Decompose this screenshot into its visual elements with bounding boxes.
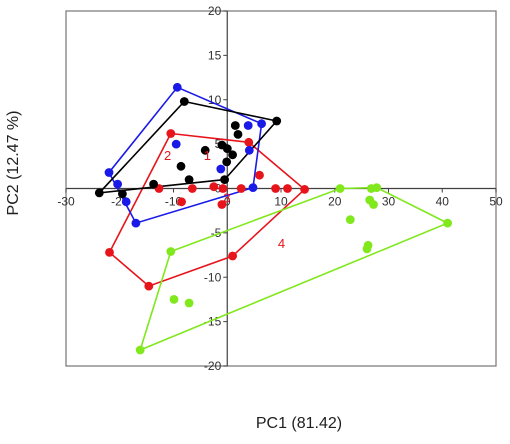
x-tick-label: 10	[274, 195, 288, 209]
group-2-point	[171, 139, 181, 149]
group-2-point	[113, 179, 122, 189]
group-1-point	[236, 184, 246, 193]
group-1-point	[177, 197, 187, 207]
group-3-point	[184, 175, 194, 185]
group-4-point	[362, 244, 372, 254]
group-2-point	[131, 218, 141, 228]
group-4-point	[169, 295, 179, 304]
group-2-point	[243, 121, 253, 130]
data-points	[94, 82, 452, 355]
group-4-point	[166, 247, 176, 256]
x-tick-label: 20	[328, 195, 342, 209]
group-1-label: 1	[204, 148, 211, 163]
group-1-point	[255, 170, 264, 180]
group-2-point	[104, 168, 114, 177]
y-axis-ticks: 20151050-5-10-15-20	[204, 4, 228, 373]
group-4-point	[366, 184, 376, 193]
y-tick-label: 20	[208, 4, 222, 18]
group-3-point	[272, 116, 282, 126]
y-tick-label: 10	[208, 93, 222, 107]
x-tick-label: 30	[382, 195, 396, 209]
group-4-point	[369, 200, 378, 209]
group-1-point	[166, 129, 176, 138]
group-3-label: 3	[223, 191, 230, 206]
y-axis-label: PC2 (12.47 %)	[5, 111, 22, 216]
group-4-hull	[138, 186, 450, 352]
group-3-point	[230, 121, 240, 130]
group-1-point	[105, 248, 114, 257]
group-2-point	[248, 183, 258, 193]
y-tick-label: -10	[204, 270, 222, 284]
group-4-point	[345, 215, 355, 225]
group-3-point	[200, 145, 210, 155]
x-tick-label: 40	[436, 195, 450, 209]
group-4-point	[335, 184, 345, 193]
group-3-point	[228, 150, 238, 160]
x-axis-label: PC1 (81.42)	[256, 415, 342, 432]
x-tick-label: 50	[489, 195, 503, 209]
group-2-hull	[108, 86, 263, 225]
x-tick-label: -10	[165, 195, 183, 209]
group-3-point	[233, 130, 243, 139]
group-3-point	[176, 161, 186, 171]
group-1-point	[209, 182, 219, 192]
group-1-point	[300, 185, 309, 194]
group-3-point	[149, 179, 159, 189]
group-4-point	[135, 345, 145, 355]
group-2-point	[172, 82, 182, 92]
group-1-point	[228, 251, 238, 261]
y-tick-label: -20	[204, 359, 222, 373]
group-2-point	[121, 197, 131, 207]
group-3-point	[222, 157, 232, 167]
group-1-point	[218, 184, 228, 193]
group-1-point	[217, 200, 227, 209]
group-4-label: 4	[278, 236, 285, 251]
group-2-label: 2	[164, 148, 171, 163]
x-tick-label: 0	[224, 195, 231, 209]
x-axis-ticks: -30 -20 -10 0 10 20 30 40 50	[57, 188, 503, 209]
group-1-point	[187, 184, 197, 193]
group-labels: 1 2 3 4	[164, 148, 285, 251]
group-3-point	[94, 188, 104, 198]
group-2-point	[257, 119, 266, 129]
group-2-point	[244, 145, 254, 155]
y-tick-label: 15	[208, 48, 222, 62]
group-3-point	[220, 175, 230, 185]
x-tick-label: -30	[57, 195, 75, 209]
group-1-point	[144, 281, 154, 291]
group-hulls	[97, 86, 450, 352]
group-1-point	[283, 184, 292, 193]
group-4-point	[443, 218, 452, 228]
group-2-point	[216, 164, 226, 174]
y-tick-label: 0	[215, 182, 222, 196]
y-tick-label: -5	[211, 226, 222, 240]
group-3-point	[222, 144, 232, 154]
group-1-point	[271, 184, 280, 193]
group-4-point	[184, 298, 194, 308]
group-3-point	[118, 189, 127, 199]
group-1-point	[244, 137, 254, 147]
group-3-point	[179, 97, 189, 106]
